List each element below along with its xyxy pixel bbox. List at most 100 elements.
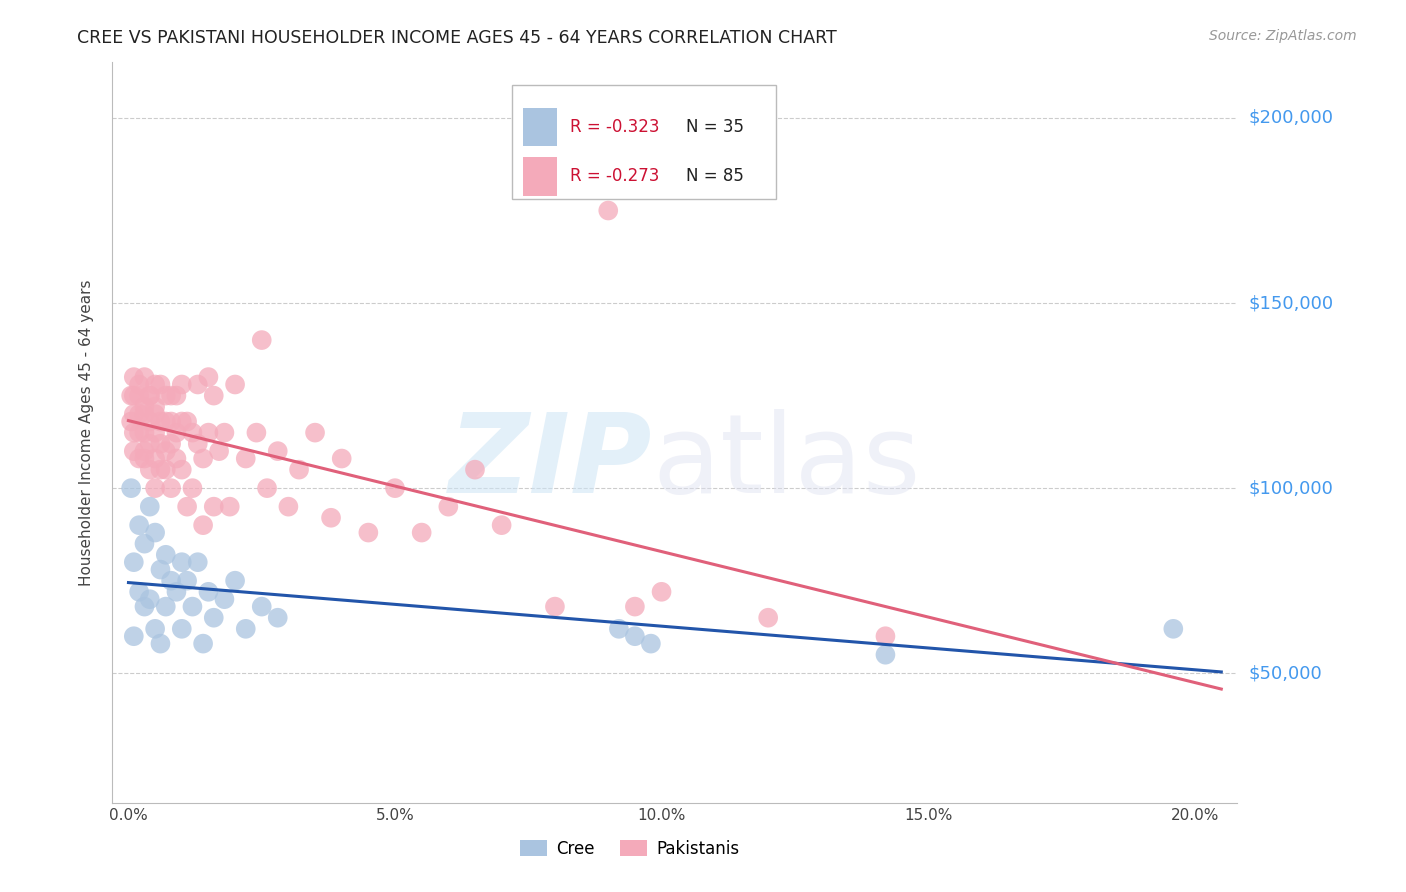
Point	[128, 425, 150, 440]
Point	[122, 444, 145, 458]
Y-axis label: Householder Income Ages 45 - 64 years: Householder Income Ages 45 - 64 years	[79, 279, 94, 586]
Point	[187, 377, 209, 392]
Point	[187, 436, 209, 450]
Point	[120, 415, 142, 429]
Point	[122, 425, 145, 440]
Text: CREE VS PAKISTANI HOUSEHOLDER INCOME AGES 45 - 64 YEARS CORRELATION CHART: CREE VS PAKISTANI HOUSEHOLDER INCOME AGE…	[77, 29, 837, 46]
Point	[139, 389, 162, 403]
Point	[149, 415, 172, 429]
Point	[120, 481, 142, 495]
Text: N = 35: N = 35	[686, 118, 744, 136]
Point	[122, 370, 145, 384]
Point	[149, 377, 172, 392]
Text: ZIP: ZIP	[449, 409, 652, 516]
Point	[139, 592, 162, 607]
Text: Source: ZipAtlas.com: Source: ZipAtlas.com	[1209, 29, 1357, 43]
Point	[1163, 622, 1185, 636]
Point	[598, 203, 620, 218]
Point	[128, 389, 150, 403]
Point	[277, 500, 299, 514]
Point	[128, 584, 150, 599]
Point	[875, 648, 897, 662]
Point	[155, 548, 177, 562]
Point	[544, 599, 567, 614]
Text: $100,000: $100,000	[1249, 479, 1333, 497]
Point	[197, 584, 219, 599]
Point	[170, 462, 193, 476]
Point	[288, 462, 311, 476]
Point	[143, 622, 166, 636]
Point	[160, 389, 183, 403]
Point	[250, 599, 273, 614]
Point	[624, 599, 647, 614]
Point	[202, 389, 225, 403]
Point	[134, 400, 156, 414]
Point	[170, 622, 193, 636]
Point	[128, 518, 150, 533]
Point	[187, 555, 209, 569]
FancyBboxPatch shape	[512, 85, 776, 200]
Point	[304, 425, 326, 440]
Point	[176, 574, 198, 588]
Point	[120, 389, 142, 403]
Point	[214, 592, 236, 607]
Point	[128, 407, 150, 421]
Point	[181, 599, 204, 614]
Point	[170, 377, 193, 392]
Point	[139, 436, 162, 450]
Point	[165, 584, 187, 599]
Point	[149, 436, 172, 450]
Point	[143, 400, 166, 414]
Point	[181, 425, 204, 440]
Point	[607, 622, 630, 636]
Point	[191, 518, 214, 533]
Point	[160, 436, 183, 450]
Point	[250, 333, 273, 347]
Point	[384, 481, 406, 495]
Point	[155, 389, 177, 403]
Point	[214, 425, 236, 440]
Point	[134, 425, 156, 440]
Point	[319, 510, 342, 524]
Point	[756, 610, 779, 624]
Point	[267, 444, 290, 458]
Point	[122, 389, 145, 403]
Point	[160, 415, 183, 429]
Point	[224, 574, 246, 588]
Point	[224, 377, 246, 392]
Point	[197, 370, 219, 384]
Point	[875, 629, 897, 643]
Point	[624, 629, 647, 643]
Point	[149, 637, 172, 651]
Point	[155, 415, 177, 429]
Point	[122, 629, 145, 643]
Point	[139, 500, 162, 514]
Point	[149, 462, 172, 476]
Point	[267, 610, 290, 624]
Point	[218, 500, 240, 514]
Point	[128, 377, 150, 392]
Point	[491, 518, 513, 533]
Point	[208, 444, 231, 458]
Point	[330, 451, 353, 466]
Point	[640, 637, 662, 651]
Point	[143, 481, 166, 495]
Point	[651, 584, 673, 599]
Point	[143, 377, 166, 392]
FancyBboxPatch shape	[523, 108, 557, 146]
Point	[134, 407, 156, 421]
Point	[134, 444, 156, 458]
Point	[160, 574, 183, 588]
Point	[155, 462, 177, 476]
Point	[143, 451, 166, 466]
Point	[256, 481, 278, 495]
Point	[181, 481, 204, 495]
Point	[139, 415, 162, 429]
Point	[143, 407, 166, 421]
Point	[176, 415, 198, 429]
Point	[235, 451, 257, 466]
Point	[139, 462, 162, 476]
Point	[235, 622, 257, 636]
Point	[149, 563, 172, 577]
Point	[191, 451, 214, 466]
